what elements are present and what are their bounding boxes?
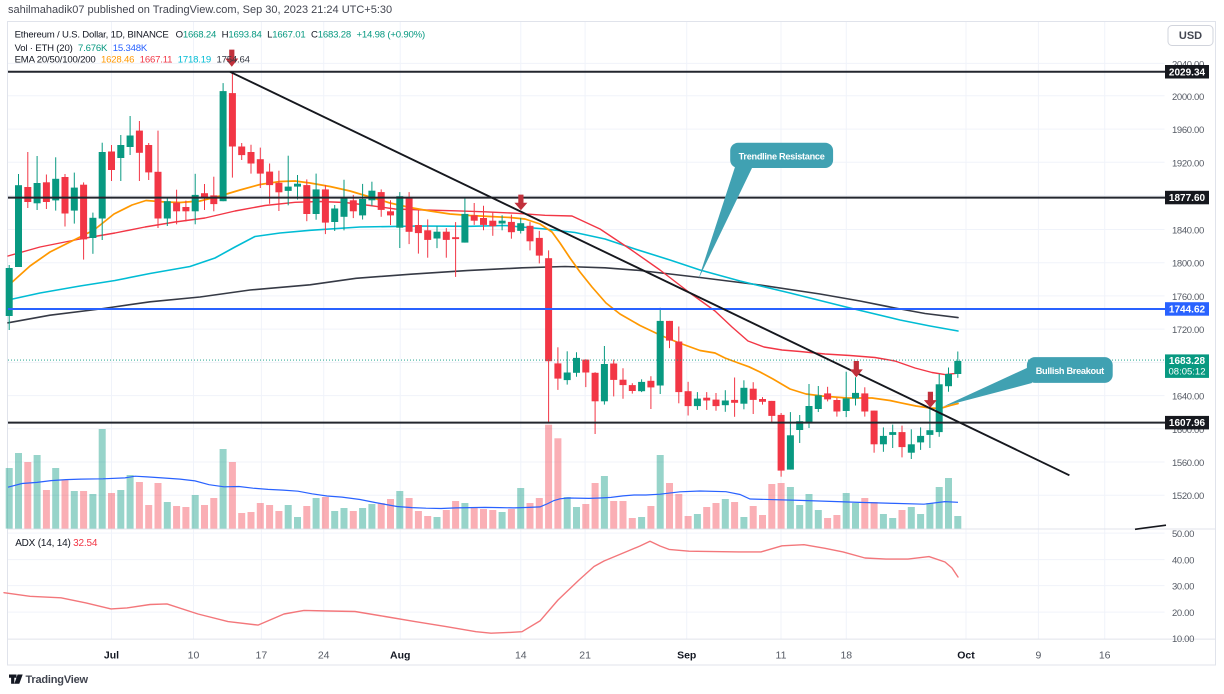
- svg-text:sahilmahadik07 published on Tr: sahilmahadik07 published on TradingView.…: [8, 4, 392, 16]
- svg-text:2040.00: 2040.00: [1172, 59, 1204, 70]
- svg-text:USD: USD: [1179, 30, 1202, 42]
- svg-text:10.00: 10.00: [1172, 634, 1194, 645]
- svg-text:1607.96: 1607.96: [1169, 418, 1206, 429]
- svg-text:1840.00: 1840.00: [1172, 226, 1204, 237]
- svg-text:24: 24: [318, 650, 330, 662]
- svg-text:40.00: 40.00: [1172, 556, 1194, 567]
- svg-text:21: 21: [579, 650, 591, 662]
- svg-text:20.00: 20.00: [1172, 608, 1194, 619]
- svg-text:Oct: Oct: [957, 650, 975, 662]
- svg-text:EMA 20/50/100/200 1628.46 1667: EMA 20/50/100/200 1628.46 1667.11 1718.1…: [15, 55, 251, 66]
- svg-text:2029.34: 2029.34: [1169, 67, 1206, 78]
- svg-text:1877.60: 1877.60: [1169, 193, 1206, 204]
- svg-text:9: 9: [1035, 650, 1041, 662]
- svg-text:Jul: Jul: [104, 650, 119, 662]
- svg-text:Trendline Resistance: Trendline Resistance: [739, 151, 825, 161]
- svg-text:ADX (14, 14) 32.54: ADX (14, 14) 32.54: [15, 538, 98, 549]
- svg-text:1960.00: 1960.00: [1172, 125, 1204, 136]
- svg-text:2000.00: 2000.00: [1172, 92, 1204, 103]
- svg-text:1560.00: 1560.00: [1172, 458, 1204, 469]
- svg-text:17: 17: [256, 650, 268, 662]
- svg-text:08:05:12: 08:05:12: [1169, 367, 1206, 378]
- svg-text:11: 11: [776, 650, 787, 662]
- svg-text:1640.00: 1640.00: [1172, 392, 1204, 403]
- svg-text:1720.00: 1720.00: [1172, 325, 1204, 336]
- svg-text:Sep: Sep: [677, 650, 696, 662]
- svg-text:14: 14: [515, 650, 527, 662]
- svg-text:Bullish Breakout: Bullish Breakout: [1036, 366, 1104, 376]
- svg-text:1760.00: 1760.00: [1172, 292, 1204, 303]
- svg-text:TradingView: TradingView: [26, 674, 89, 686]
- svg-text:Aug: Aug: [390, 650, 410, 662]
- svg-text:1683.28: 1683.28: [1169, 356, 1206, 367]
- svg-text:1744.62: 1744.62: [1169, 305, 1206, 316]
- svg-text:16: 16: [1099, 650, 1111, 662]
- svg-text:30.00: 30.00: [1172, 582, 1194, 593]
- svg-text:1520.00: 1520.00: [1172, 491, 1204, 502]
- svg-text:10: 10: [188, 650, 200, 662]
- svg-text:Vol · ETH (20) 7.676K 15.348K: Vol · ETH (20) 7.676K 15.348K: [15, 43, 148, 54]
- svg-text:50.00: 50.00: [1172, 529, 1194, 540]
- svg-text:18: 18: [840, 650, 852, 662]
- svg-text:1800.00: 1800.00: [1172, 259, 1204, 270]
- svg-text:1920.00: 1920.00: [1172, 158, 1204, 169]
- svg-text:1600.00: 1600.00: [1172, 425, 1204, 436]
